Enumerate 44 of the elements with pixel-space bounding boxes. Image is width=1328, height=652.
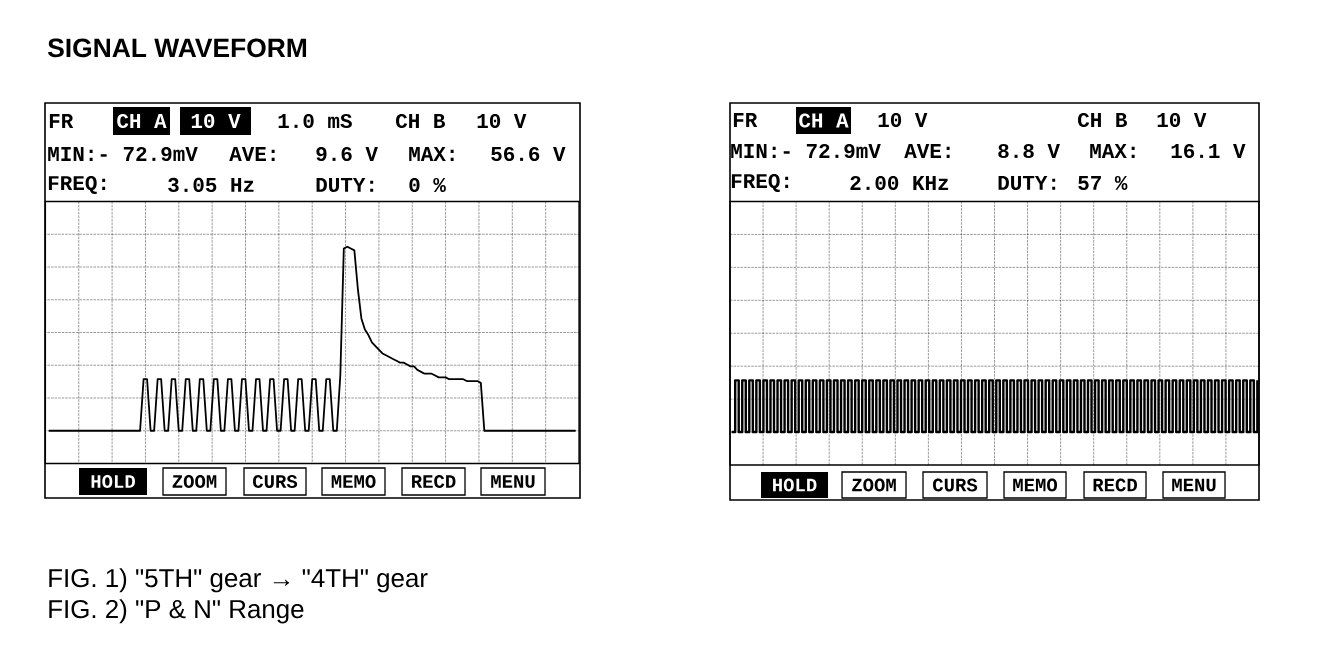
text: 1.0 mS <box>278 113 352 129</box>
text: ZOOM <box>172 475 217 488</box>
text: MEMO <box>1013 478 1058 492</box>
text: RECD <box>1093 478 1137 492</box>
text: FR <box>733 113 758 127</box>
text: CH A <box>799 113 849 128</box>
caption: FIG. 2) "P & N" Range <box>49 599 304 624</box>
text: MAX: <box>1090 144 1135 158</box>
chart-title: SIGNAL WAVEFORM <box>47 38 307 58</box>
text: MIN:- 72.9mV <box>731 143 881 159</box>
text: ZOOM <box>852 478 896 492</box>
text: DUTY: <box>998 176 1056 190</box>
text: 16.1 V <box>1171 143 1246 159</box>
text: HOLD <box>773 478 817 492</box>
text: MAX: <box>409 147 454 161</box>
text: 8.8 V <box>998 143 1060 159</box>
text: 10 V <box>477 113 527 129</box>
text: 0 % <box>409 177 446 193</box>
text: CH A <box>117 113 167 129</box>
text: MEMO <box>331 475 376 488</box>
text: FREQ: <box>731 173 789 193</box>
text: FREQ: <box>48 175 106 195</box>
text: FR <box>49 114 74 128</box>
text: 10 V <box>878 112 928 128</box>
text: CURS <box>933 478 978 492</box>
text: 10 V <box>191 113 241 129</box>
text: AVE: <box>229 147 275 161</box>
text: 3.05 Hz <box>168 177 254 193</box>
text: CH B <box>1078 112 1127 128</box>
text: CH B <box>396 113 445 129</box>
text: MIN:- 72.9mV <box>48 146 198 162</box>
text: DUTY: <box>316 178 374 192</box>
text: AVE: <box>904 144 950 158</box>
text: MENU <box>491 475 535 488</box>
text: RECD <box>412 475 456 488</box>
text: 57 % <box>1078 175 1128 191</box>
text: 10 V <box>1157 112 1207 128</box>
text: HOLD <box>91 475 135 488</box>
text: 56.6 V <box>491 146 566 162</box>
text: 2.00 KHz <box>850 175 949 191</box>
caption: FIG. 1) "5TH" gear → "4TH" gear <box>49 568 428 593</box>
text: MENU <box>1172 478 1216 492</box>
text: 9.6 V <box>316 146 378 162</box>
text: CURS <box>253 475 298 488</box>
